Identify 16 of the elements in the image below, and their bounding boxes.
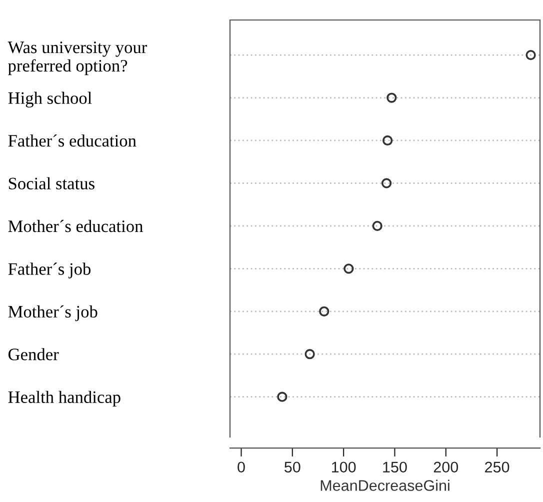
y-tick-label: Was university your preferred option? (8, 42, 148, 76)
x-tick-label: 150 (383, 462, 407, 473)
x-tick-label: 50 (284, 462, 300, 473)
y-tick-label: High school (8, 92, 92, 108)
y-tick-label: Gender (8, 348, 59, 360)
x-tick-label: 100 (332, 462, 356, 473)
y-tick-label: Father´s education (8, 134, 136, 147)
x-tick-label: 0 (238, 462, 245, 473)
x-axis-title: MeanDecreaseGini (320, 480, 450, 491)
y-tick-label: Mother´s job (8, 305, 98, 322)
x-tick-label: 200 (434, 462, 458, 473)
y-tick-label: Health handicap (8, 390, 120, 407)
y-tick-label: Mother´s education (8, 220, 143, 232)
x-tick-label: 250 (485, 462, 510, 473)
y-tick-label: Father´s job (8, 262, 91, 278)
y-tick-label: Social status (8, 177, 94, 190)
